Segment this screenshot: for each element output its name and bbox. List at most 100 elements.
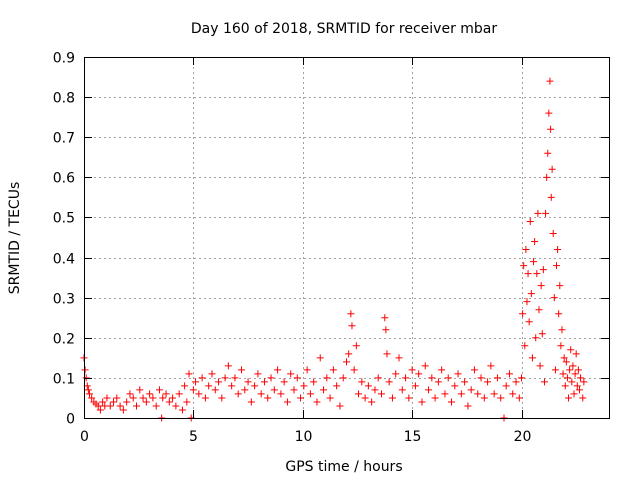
data-point (247, 398, 255, 406)
data-point (241, 386, 249, 394)
data-point (467, 386, 475, 394)
data-point (110, 398, 118, 406)
data-point (572, 350, 580, 358)
data-point (152, 402, 160, 410)
data-point (183, 398, 191, 406)
data-point (441, 390, 449, 398)
data-point (139, 394, 147, 402)
y-tick-label: 0.4 (53, 252, 75, 268)
data-point (181, 382, 189, 390)
y-tick-label: 0.5 (53, 211, 75, 227)
data-point (561, 382, 569, 390)
data-point (566, 366, 574, 374)
data-point (392, 370, 400, 378)
data-point (371, 386, 379, 394)
data-point (208, 370, 216, 378)
data-point (454, 370, 462, 378)
data-point (378, 390, 385, 398)
data-point (519, 310, 527, 318)
data-point (531, 238, 539, 246)
x-tick-label: 0 (80, 429, 89, 445)
x-tick-label: 5 (189, 429, 198, 445)
data-point (557, 342, 565, 350)
data-point (300, 382, 308, 390)
grid-lines (84, 57, 609, 418)
data-point (221, 374, 229, 382)
data-point (133, 402, 140, 410)
data-point (352, 342, 360, 350)
data-point (162, 390, 170, 398)
data-point (548, 165, 556, 173)
data-point (81, 366, 89, 374)
data-point (551, 366, 559, 374)
data-point (198, 374, 206, 382)
y-axis-label: SRMTID / TECUs (7, 182, 23, 295)
data-point (277, 390, 285, 398)
data-point (270, 386, 278, 394)
data-point (103, 394, 111, 402)
x-axis-label: GPS time / hours (285, 459, 402, 475)
data-point (106, 402, 114, 410)
data-point (382, 326, 390, 334)
data-point (169, 394, 177, 402)
data-point (84, 386, 92, 394)
data-point (534, 209, 542, 217)
data-point (575, 386, 583, 394)
data-point (280, 378, 288, 386)
data-point (85, 390, 93, 398)
data-point (172, 402, 180, 410)
y-tick-label: 0.2 (53, 332, 75, 348)
data-point (474, 390, 482, 398)
data-point (565, 394, 573, 402)
data-point (205, 382, 213, 390)
data-point (562, 358, 570, 366)
data-point (547, 193, 555, 201)
data-point (146, 390, 154, 398)
data-point (283, 398, 291, 406)
data-point (142, 398, 150, 406)
data-point (155, 386, 163, 394)
data-point (415, 370, 423, 378)
data-point (553, 262, 560, 270)
data-point (428, 374, 436, 382)
data-point (201, 394, 209, 402)
data-point (257, 390, 265, 398)
data-point (329, 366, 337, 374)
x-tick-label: 10 (295, 429, 313, 445)
chart-title: Day 160 of 2018, SRMTID for receiver mba… (191, 21, 498, 37)
data-point (228, 382, 236, 390)
data-point (339, 374, 347, 382)
data-point (538, 330, 546, 338)
data-point (159, 394, 167, 402)
y-tick-label: 0.6 (53, 171, 75, 187)
data-point (545, 109, 553, 117)
data-point (126, 390, 134, 398)
data-point (570, 390, 578, 398)
data-point (88, 394, 96, 402)
data-point (343, 358, 350, 366)
data-point (185, 370, 193, 378)
data-point (99, 398, 107, 406)
data-point (381, 314, 389, 322)
data-point (580, 378, 588, 386)
axis-ticks (84, 57, 609, 419)
data-point (530, 258, 538, 266)
data-point (189, 386, 197, 394)
x-tick-label: 15 (404, 429, 422, 445)
data-point (573, 382, 581, 390)
data-point (333, 382, 341, 390)
data-point (521, 342, 529, 350)
data-point (522, 246, 530, 254)
data-point (546, 77, 554, 85)
data-point (303, 366, 311, 374)
data-point (555, 310, 563, 318)
data-point (383, 350, 391, 358)
data-point (178, 406, 186, 414)
data-point (385, 378, 393, 386)
data-point (348, 322, 356, 330)
data-point (539, 266, 547, 274)
data-point (264, 394, 272, 402)
y-tick-label: 0 (66, 412, 75, 428)
data-point (567, 346, 575, 354)
data-point (556, 282, 564, 290)
